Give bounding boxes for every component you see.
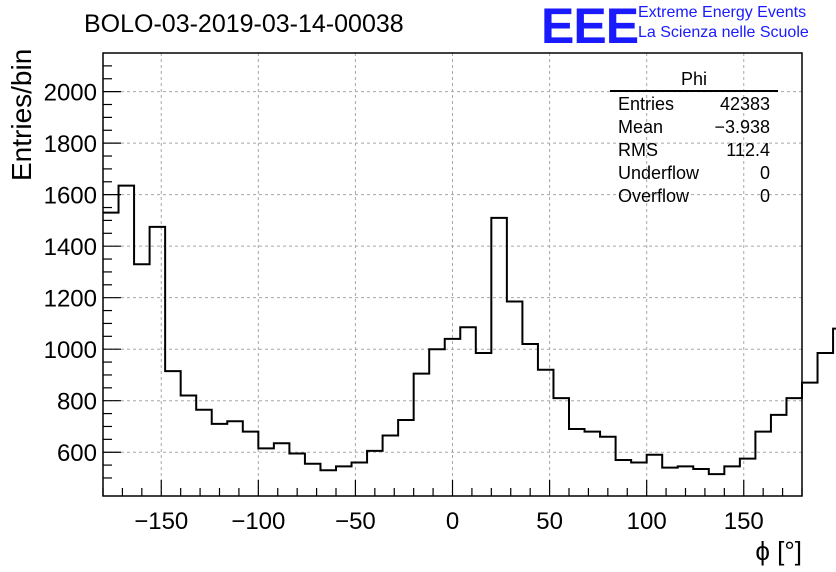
x-tick-label: −150 <box>134 508 188 535</box>
brand-name-line: Extreme Energy Events <box>638 4 807 21</box>
histogram-bin <box>585 432 601 496</box>
histogram-bin <box>771 415 787 496</box>
stats-value: 0 <box>759 186 770 206</box>
histogram-bin <box>150 227 166 496</box>
histogram-bin <box>553 398 569 496</box>
x-tick-label: −100 <box>231 508 285 535</box>
stats-value: 42383 <box>719 94 770 114</box>
histogram-bin <box>196 410 212 496</box>
y-tick-label: 600 <box>57 440 97 467</box>
x-tick-label: 150 <box>724 508 764 535</box>
histogram-bin <box>569 429 585 496</box>
histogram-bin <box>802 383 818 496</box>
stats-value: 0 <box>759 163 770 183</box>
histogram-bin <box>740 459 756 496</box>
histogram-bin <box>305 464 321 496</box>
histogram-bin <box>600 437 616 496</box>
histogram-bin <box>616 460 632 496</box>
stats-row-underflow: Underflow 0 <box>610 162 778 185</box>
histogram-bin <box>165 371 181 496</box>
histogram-bin <box>383 435 399 496</box>
stats-row-rms: RMS 112.4 <box>610 139 778 162</box>
stats-row-overflow: Overflow 0 <box>610 185 778 208</box>
histogram-bin <box>631 463 647 496</box>
histogram-bin <box>445 339 461 496</box>
y-tick-label: 800 <box>57 389 97 416</box>
histogram-bin <box>538 370 554 496</box>
histogram-bin <box>274 443 290 496</box>
x-tick-label: 0 <box>446 508 459 535</box>
histogram-bin <box>258 448 274 496</box>
histogram-bin <box>227 421 243 496</box>
x-tick-label: 50 <box>536 508 563 535</box>
histogram-bin <box>103 213 119 496</box>
eee-logo: EEE <box>541 0 639 54</box>
y-tick-label: 1000 <box>44 337 97 364</box>
stats-label: Overflow <box>618 186 690 206</box>
stats-box: Phi Entries 42383 Mean −3.938 RMS 112.4 … <box>610 70 778 208</box>
stats-row-mean: Mean −3.938 <box>610 116 778 139</box>
histogram-bin <box>693 469 709 496</box>
histogram-bin <box>181 396 197 496</box>
histogram-bin <box>414 374 430 496</box>
histogram-bin <box>460 327 476 496</box>
histogram-line <box>103 184 836 476</box>
stats-label: RMS <box>618 140 658 160</box>
y-tick-label: 1400 <box>44 234 97 261</box>
chart-title: BOLO-03-2019-03-14-00038 <box>84 10 404 38</box>
histogram-bin <box>429 349 445 496</box>
histogram-bin <box>724 466 740 496</box>
histogram-bin <box>647 455 663 496</box>
histogram-bin <box>476 353 492 496</box>
x-tick-label: −50 <box>335 508 376 535</box>
histogram-bin <box>336 466 352 496</box>
histogram-bin <box>212 424 228 496</box>
histogram-bin <box>320 470 336 496</box>
y-tick-label: 2000 <box>44 80 97 107</box>
histogram-bin <box>755 432 771 496</box>
stats-value: −3.938 <box>714 117 770 137</box>
histogram-bin <box>522 344 538 496</box>
histogram-bin <box>709 474 725 496</box>
histogram-bin <box>507 302 523 496</box>
stats-name: Phi <box>610 70 778 92</box>
x-axis-label: ϕ [°] <box>755 536 802 566</box>
stats-label: Entries <box>618 94 675 114</box>
stats-label: Underflow <box>618 163 700 183</box>
y-tick-label: 1800 <box>44 131 97 158</box>
x-tick-label: 100 <box>627 508 667 535</box>
stats-value: 112.4 <box>726 140 770 160</box>
histogram-bin <box>786 398 802 496</box>
histogram-bin <box>134 264 150 496</box>
histogram-bin <box>352 463 368 496</box>
histogram-bin <box>119 186 135 496</box>
histogram-bin <box>243 432 259 496</box>
histogram-bin <box>398 420 414 496</box>
stats-row-entries: Entries 42383 <box>610 93 778 116</box>
y-tick-label: 1200 <box>44 286 97 313</box>
histogram-bin <box>662 468 678 496</box>
stats-label: Mean <box>618 117 664 137</box>
y-axis-label: Entries/bin <box>6 48 37 181</box>
brand-subtitle-line: La Scienza nelle Scuole <box>638 24 809 41</box>
histogram-bin <box>818 353 834 496</box>
y-tick-label: 1600 <box>44 183 97 210</box>
histogram-bin <box>491 218 507 496</box>
